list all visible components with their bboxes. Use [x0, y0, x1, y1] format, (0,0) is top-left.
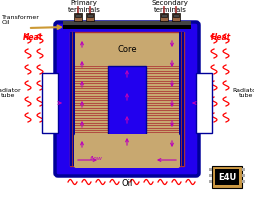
Bar	[209, 174, 212, 177]
Bar	[70, 32, 75, 166]
Bar	[212, 166, 242, 188]
Bar	[179, 32, 184, 166]
Bar	[209, 168, 212, 171]
Bar	[108, 66, 146, 166]
Bar	[172, 13, 180, 21]
Bar	[242, 174, 245, 177]
FancyBboxPatch shape	[74, 134, 180, 168]
Bar	[63, 23, 191, 29]
Text: Heat: Heat	[211, 33, 231, 43]
Bar	[70, 32, 184, 166]
Bar	[242, 168, 245, 171]
Text: Primary
terminals: Primary terminals	[68, 0, 100, 13]
Text: Secondary
terminals: Secondary terminals	[152, 0, 188, 13]
FancyBboxPatch shape	[55, 22, 199, 176]
Text: Oil: Oil	[121, 180, 133, 188]
Bar	[161, 14, 167, 17]
Text: E4U: E4U	[218, 172, 236, 182]
Bar	[42, 73, 58, 133]
Bar	[160, 13, 168, 21]
Bar	[86, 13, 94, 21]
Bar	[209, 180, 212, 183]
Bar	[173, 14, 179, 17]
Text: flow: flow	[89, 155, 103, 161]
Bar	[87, 14, 93, 17]
Text: Radiator
tube: Radiator tube	[0, 88, 21, 98]
Bar	[196, 73, 212, 133]
Text: Transformer
Oil: Transformer Oil	[2, 15, 40, 25]
Bar	[63, 21, 191, 25]
Text: Radiator
tube: Radiator tube	[233, 88, 254, 98]
Bar	[74, 13, 82, 21]
Bar	[215, 169, 239, 185]
Bar	[75, 14, 81, 17]
Bar	[242, 180, 245, 183]
Text: Heat: Heat	[23, 33, 43, 43]
Text: Core: Core	[117, 46, 137, 54]
